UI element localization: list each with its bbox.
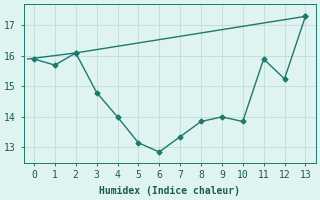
X-axis label: Humidex (Indice chaleur): Humidex (Indice chaleur) [99,186,240,196]
